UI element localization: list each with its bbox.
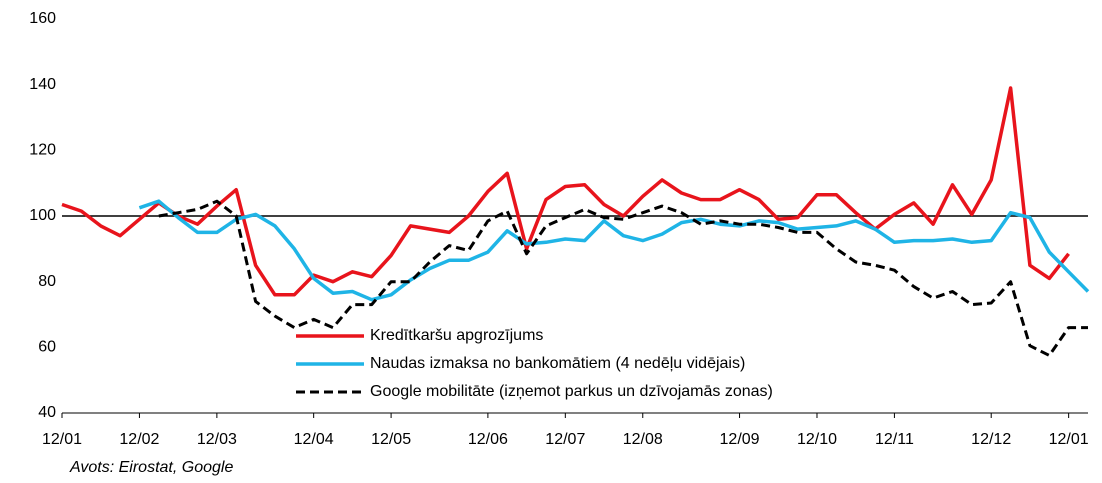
y-tick-label: 140 [29, 76, 56, 93]
x-tick-label: 12/07 [545, 431, 585, 448]
x-tick-label: 12/01 [42, 431, 82, 448]
source-note: Avots: Eirostat, Google [69, 459, 233, 476]
x-tick-label: 12/09 [720, 431, 760, 448]
x-tick-label: 12/10 [797, 431, 837, 448]
series-line [138, 199, 1090, 302]
legend-label: Kredītkaršu apgrozījums [370, 327, 543, 344]
x-tick-label: 12/03 [197, 431, 237, 448]
series-line [61, 86, 1070, 297]
x-tick-label: 12/06 [468, 431, 508, 448]
x-tick-label: 12/12 [971, 431, 1011, 448]
x-tick-label: 12/05 [371, 431, 411, 448]
y-tick-label: 160 [29, 10, 56, 27]
x-tick-label: 12/04 [294, 431, 334, 448]
series-line [158, 199, 1088, 357]
y-tick-label: 40 [38, 404, 56, 421]
x-tick-label: 12/08 [623, 431, 663, 448]
x-tick-label: 12/01 [1049, 431, 1089, 448]
legend-label: Naudas izmaksa no bankomātiem (4 nedēļu … [370, 355, 745, 372]
x-tick-label: 12/02 [119, 431, 159, 448]
x-tick-label: 12/11 [875, 431, 914, 448]
legend-label: Google mobilitāte (izņemot parkus un dzī… [370, 383, 773, 400]
y-tick-label: 60 [38, 339, 56, 356]
y-tick-label: 120 [29, 142, 56, 159]
y-tick-label: 80 [38, 273, 56, 290]
y-tick-label: 100 [29, 207, 56, 224]
